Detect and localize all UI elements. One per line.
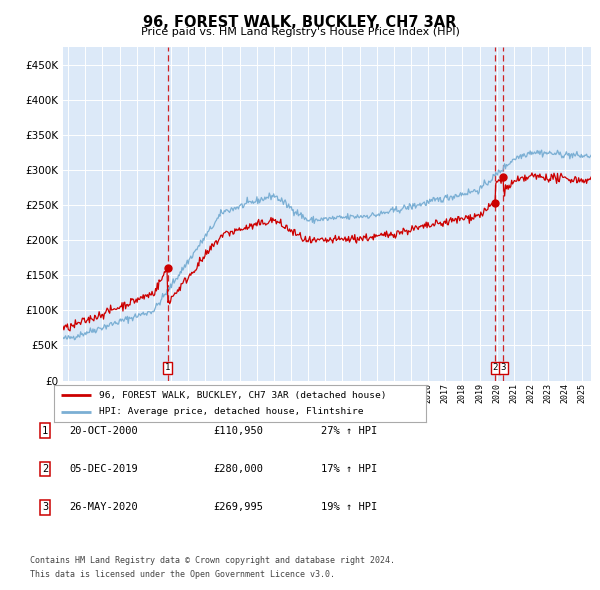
- Text: 26-MAY-2020: 26-MAY-2020: [69, 503, 138, 512]
- Text: 1: 1: [42, 426, 48, 435]
- Text: This data is licensed under the Open Government Licence v3.0.: This data is licensed under the Open Gov…: [30, 570, 335, 579]
- Text: 96, FOREST WALK, BUCKLEY, CH7 3AR: 96, FOREST WALK, BUCKLEY, CH7 3AR: [143, 15, 457, 30]
- Text: 17% ↑ HPI: 17% ↑ HPI: [321, 464, 377, 474]
- Text: £110,950: £110,950: [213, 426, 263, 435]
- Text: 05-DEC-2019: 05-DEC-2019: [69, 464, 138, 474]
- Text: 20-OCT-2000: 20-OCT-2000: [69, 426, 138, 435]
- Text: 2: 2: [493, 363, 498, 372]
- Text: Price paid vs. HM Land Registry's House Price Index (HPI): Price paid vs. HM Land Registry's House …: [140, 27, 460, 37]
- Text: Contains HM Land Registry data © Crown copyright and database right 2024.: Contains HM Land Registry data © Crown c…: [30, 556, 395, 565]
- Text: HPI: Average price, detached house, Flintshire: HPI: Average price, detached house, Flin…: [98, 408, 363, 417]
- Text: £269,995: £269,995: [213, 503, 263, 512]
- Text: 27% ↑ HPI: 27% ↑ HPI: [321, 426, 377, 435]
- Text: 96, FOREST WALK, BUCKLEY, CH7 3AR (detached house): 96, FOREST WALK, BUCKLEY, CH7 3AR (detac…: [98, 391, 386, 399]
- Text: 19% ↑ HPI: 19% ↑ HPI: [321, 503, 377, 512]
- Text: 3: 3: [500, 363, 506, 372]
- Text: 2: 2: [42, 464, 48, 474]
- Text: £280,000: £280,000: [213, 464, 263, 474]
- Text: 3: 3: [42, 503, 48, 512]
- Text: 1: 1: [165, 363, 170, 372]
